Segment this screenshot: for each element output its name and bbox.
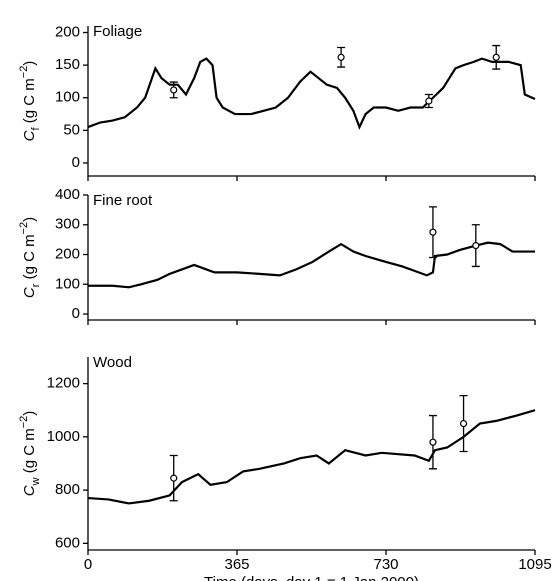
y-tick-label: 600 [55,534,80,551]
y-label-part: ) [21,217,38,222]
observation [337,53,345,61]
y-tick-label: 200 [55,245,80,262]
axis [87,357,535,551]
observation [170,86,178,94]
y-tick-label: 1200 [47,375,80,392]
y-label-part: −2 [18,416,30,429]
panel-label: Fine root [93,192,153,209]
y-label-part: ) [21,411,38,416]
y-label-part: (g C m [21,234,38,283]
y-label-part: (g C m [21,428,38,477]
x-tick-label: 730 [373,556,398,573]
observation [472,241,480,250]
panel-label: Foliage [93,23,142,40]
axis [87,26,535,177]
y-label-part: C [21,130,38,141]
y-axis-label: Cr (g C m−2) [18,217,42,298]
axis [87,195,535,321]
y-tick-label: 100 [55,275,80,292]
y-tick-label: 400 [55,186,80,203]
panel-label: Wood [93,354,132,371]
y-label-part: −2 [18,66,30,79]
y-label-part: C [21,287,38,298]
observation [429,228,437,236]
y-label-part: −2 [18,222,30,235]
x-tick-label: 1095 [518,556,551,573]
y-label-part: C [21,485,38,496]
y-label-part: w [30,477,42,486]
y-tick-label: 0 [72,154,80,171]
y-tick-label: 0 [72,305,80,322]
model-line [87,409,536,505]
y-label-part: f [30,126,42,130]
y-tick-label: 200 [55,23,80,40]
y-tick-label: 50 [63,121,80,138]
model-line [88,241,535,289]
x-tick-label: 0 [84,556,92,573]
y-tick-label: 150 [55,56,80,73]
y-axis-label: Cw (g C m−2) [18,411,42,497]
observation [425,97,433,105]
y-tick-label: 800 [55,481,80,498]
y-label-part: ) [21,61,38,66]
observation [492,53,500,61]
y-axis-label: Cf (g C m−2) [18,61,42,142]
observation [170,474,178,482]
model-line [87,57,536,130]
observation [429,438,437,446]
y-label-part: (g C m [21,78,38,127]
y-label-part: r [30,283,42,287]
x-tick-label: 365 [224,556,249,573]
observation [459,419,468,428]
y-tick-label: 1000 [47,428,80,445]
y-tick-label: 300 [55,216,80,233]
y-tick-label: 100 [55,89,80,106]
